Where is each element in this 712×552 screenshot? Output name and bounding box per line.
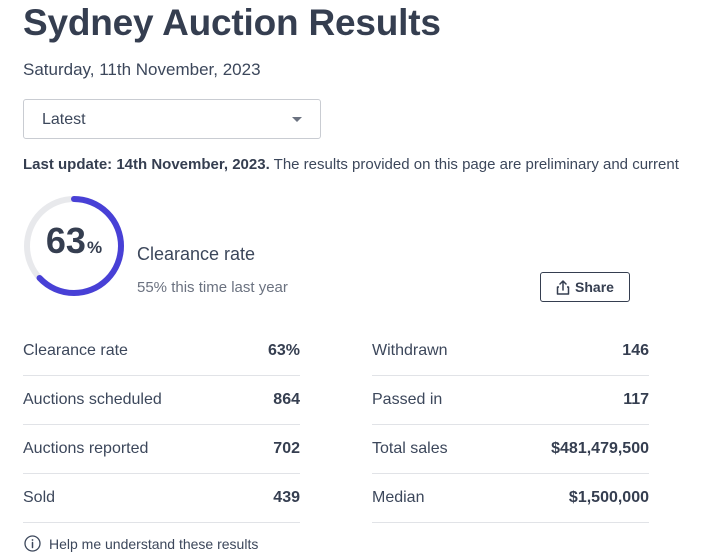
period-select-value: Latest	[42, 111, 86, 128]
help-link-label: Help me understand these results	[49, 535, 259, 552]
stats-table-left: Clearance rate 63% Auctions scheduled 86…	[23, 327, 300, 523]
stat-label: Sold	[23, 489, 56, 506]
stats-table-right: Withdrawn 146 Passed in 117 Total sales …	[372, 327, 649, 523]
stat-row: Auctions scheduled 864	[23, 376, 300, 425]
info-icon	[24, 535, 41, 552]
stat-label: Passed in	[372, 391, 443, 408]
stat-value: 63%	[267, 342, 300, 359]
stat-value: 864	[273, 391, 300, 408]
stat-row: Withdrawn 146	[372, 327, 649, 376]
gauge-number: 63	[45, 220, 86, 261]
auction-date: Saturday, 11th November, 2023	[23, 60, 261, 79]
share-icon	[556, 279, 570, 295]
gauge-fill	[24, 196, 124, 296]
page-title: Sydney Auction Results	[23, 2, 441, 43]
stat-row: Total sales $481,479,500	[372, 425, 649, 474]
stat-value: $481,479,500	[551, 440, 649, 457]
stat-value: 439	[273, 489, 300, 506]
gauge-percent-sign: %	[86, 238, 103, 257]
last-update-note: Last update: 14th November, 2023. The re…	[23, 156, 679, 173]
stat-label: Clearance rate	[23, 342, 128, 359]
stat-label: Total sales	[372, 440, 448, 457]
stat-label: Median	[372, 489, 425, 506]
clearance-rate-label: Clearance rate	[137, 244, 256, 264]
share-label: Share	[575, 279, 614, 295]
stat-label: Auctions scheduled	[23, 391, 162, 408]
share-button[interactable]: Share	[540, 272, 630, 302]
clearance-comparison: 55% this time last year	[137, 279, 288, 296]
stat-row: Passed in 117	[372, 376, 649, 425]
stat-value: $1,500,000	[568, 489, 649, 506]
stat-row: Clearance rate 63%	[23, 327, 300, 376]
stat-value: 117	[623, 391, 649, 408]
stat-label: Auctions reported	[23, 440, 149, 457]
help-link[interactable]: Help me understand these results	[24, 535, 258, 552]
chevron-down-icon	[292, 117, 302, 122]
last-update-text: The results provided on this page are pr…	[269, 156, 679, 173]
stat-value: 146	[622, 342, 649, 359]
clearance-rate-gauge: 63%	[22, 194, 126, 298]
stat-row: Sold 439	[23, 474, 300, 523]
stat-row: Auctions reported 702	[23, 425, 300, 474]
gauge-value: 63%	[22, 220, 126, 262]
period-select[interactable]: Latest	[23, 99, 321, 139]
stat-row: Median $1,500,000	[372, 474, 649, 523]
stat-value: 702	[273, 440, 300, 457]
stat-label: Withdrawn	[372, 342, 448, 359]
last-update-date: Last update: 14th November, 2023.	[23, 156, 270, 173]
